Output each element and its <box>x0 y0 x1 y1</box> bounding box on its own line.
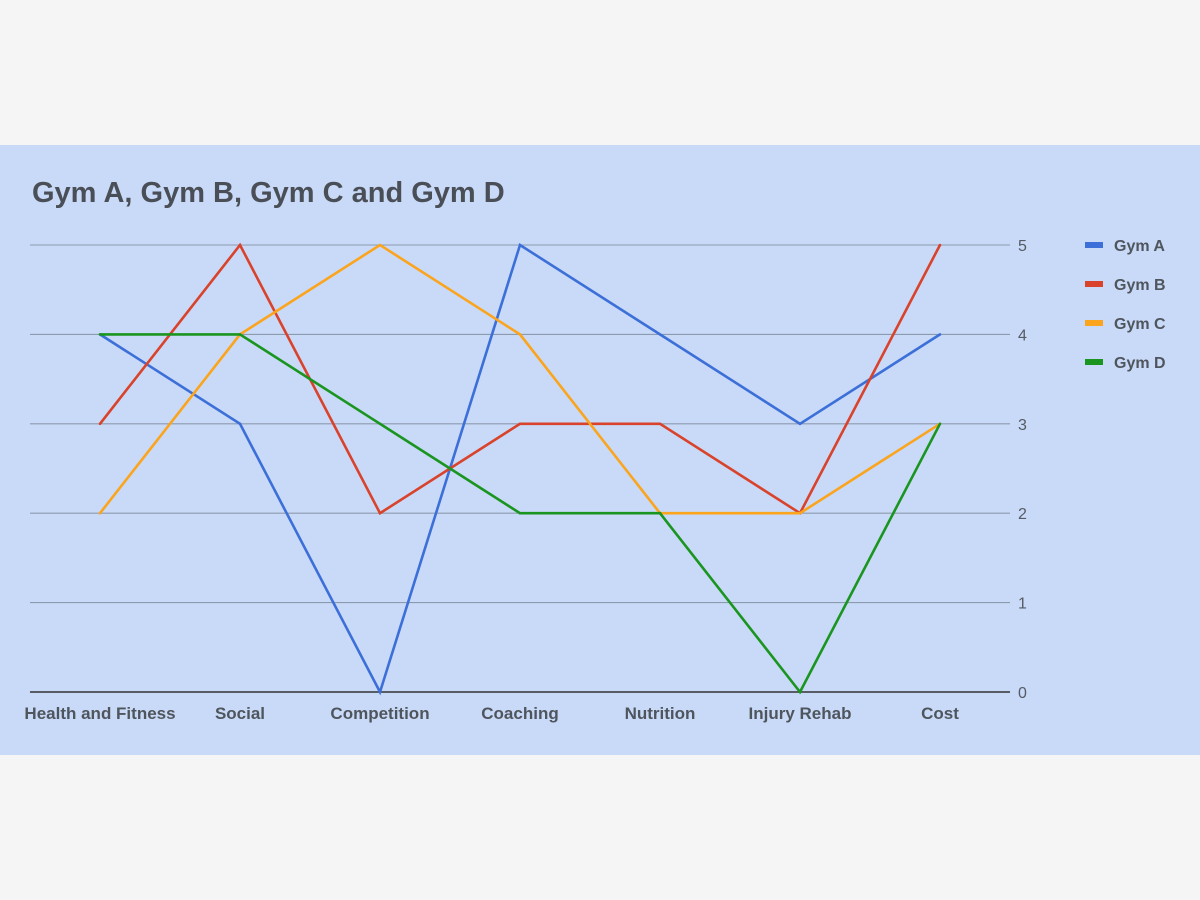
x-tick-label: Injury Rehab <box>749 704 852 723</box>
legend-item-gym-d[interactable]: Gym D <box>1085 355 1166 372</box>
y-tick-label: 2 <box>1018 506 1027 523</box>
data-point <box>378 422 382 426</box>
data-point <box>98 511 102 515</box>
y-tick-label: 3 <box>1018 417 1027 434</box>
x-tick-label: Cost <box>921 704 959 723</box>
x-tick-label: Competition <box>330 704 429 723</box>
x-axis-ticks: Health and Fitness Social Competition Coach… <box>24 704 959 723</box>
data-point <box>658 422 662 426</box>
legend-swatch <box>1085 359 1103 365</box>
data-point <box>518 422 522 426</box>
x-tick-label: Social <box>215 704 265 723</box>
data-point <box>378 243 382 247</box>
legend-item-gym-b[interactable]: Gym B <box>1085 277 1166 294</box>
y-axis-ticks: 0 1 2 3 4 5 <box>1018 238 1027 702</box>
data-point <box>658 333 662 336</box>
data-point <box>798 511 802 515</box>
legend-label: Gym D <box>1114 355 1166 372</box>
chart-title: Gym A, Gym B, Gym C and Gym D <box>32 177 505 209</box>
x-tick-label: Nutrition <box>625 704 696 723</box>
legend-label: Gym A <box>1114 238 1165 255</box>
data-point <box>938 333 942 336</box>
y-tick-label: 5 <box>1018 238 1027 255</box>
gridlines <box>30 244 1010 693</box>
data-point <box>938 243 942 247</box>
data-point <box>518 511 522 515</box>
y-tick-label: 1 <box>1018 596 1027 613</box>
data-point <box>238 243 242 247</box>
data-point <box>98 422 102 426</box>
data-point <box>238 422 242 426</box>
series-line-gym-a <box>99 242 941 696</box>
legend-swatch <box>1085 281 1103 287</box>
legend[interactable]: Gym A Gym B Gym C Gym D <box>1085 238 1166 372</box>
line-chart: 0 1 2 3 4 5 Health and Fitness Social Competiti… <box>24 238 1166 723</box>
chart-panel: Gym A, Gym B, Gym C and Gym D <box>0 145 1200 755</box>
legend-swatch <box>1085 242 1103 248</box>
y-tick-label: 4 <box>1018 327 1027 344</box>
data-point <box>238 333 242 336</box>
data-point <box>658 511 662 515</box>
data-point <box>378 511 382 515</box>
legend-item-gym-c[interactable]: Gym C <box>1085 316 1166 333</box>
data-point <box>518 333 522 336</box>
legend-swatch <box>1085 320 1103 326</box>
legend-label: Gym B <box>1114 277 1166 294</box>
series-line-gym-c <box>98 243 941 515</box>
data-point <box>798 422 802 426</box>
y-tick-label: 0 <box>1018 685 1027 702</box>
data-point <box>518 243 522 247</box>
legend-item-gym-a[interactable]: Gym A <box>1085 238 1165 255</box>
data-point <box>98 333 102 336</box>
data-point <box>938 422 942 426</box>
legend-label: Gym C <box>1114 316 1166 333</box>
series-line-gym-b <box>98 242 942 516</box>
x-tick-label: Coaching <box>481 704 558 723</box>
series-lines <box>98 242 942 696</box>
x-tick-label: Health and Fitness <box>24 704 175 723</box>
data-point <box>798 690 802 694</box>
data-point <box>378 690 382 694</box>
